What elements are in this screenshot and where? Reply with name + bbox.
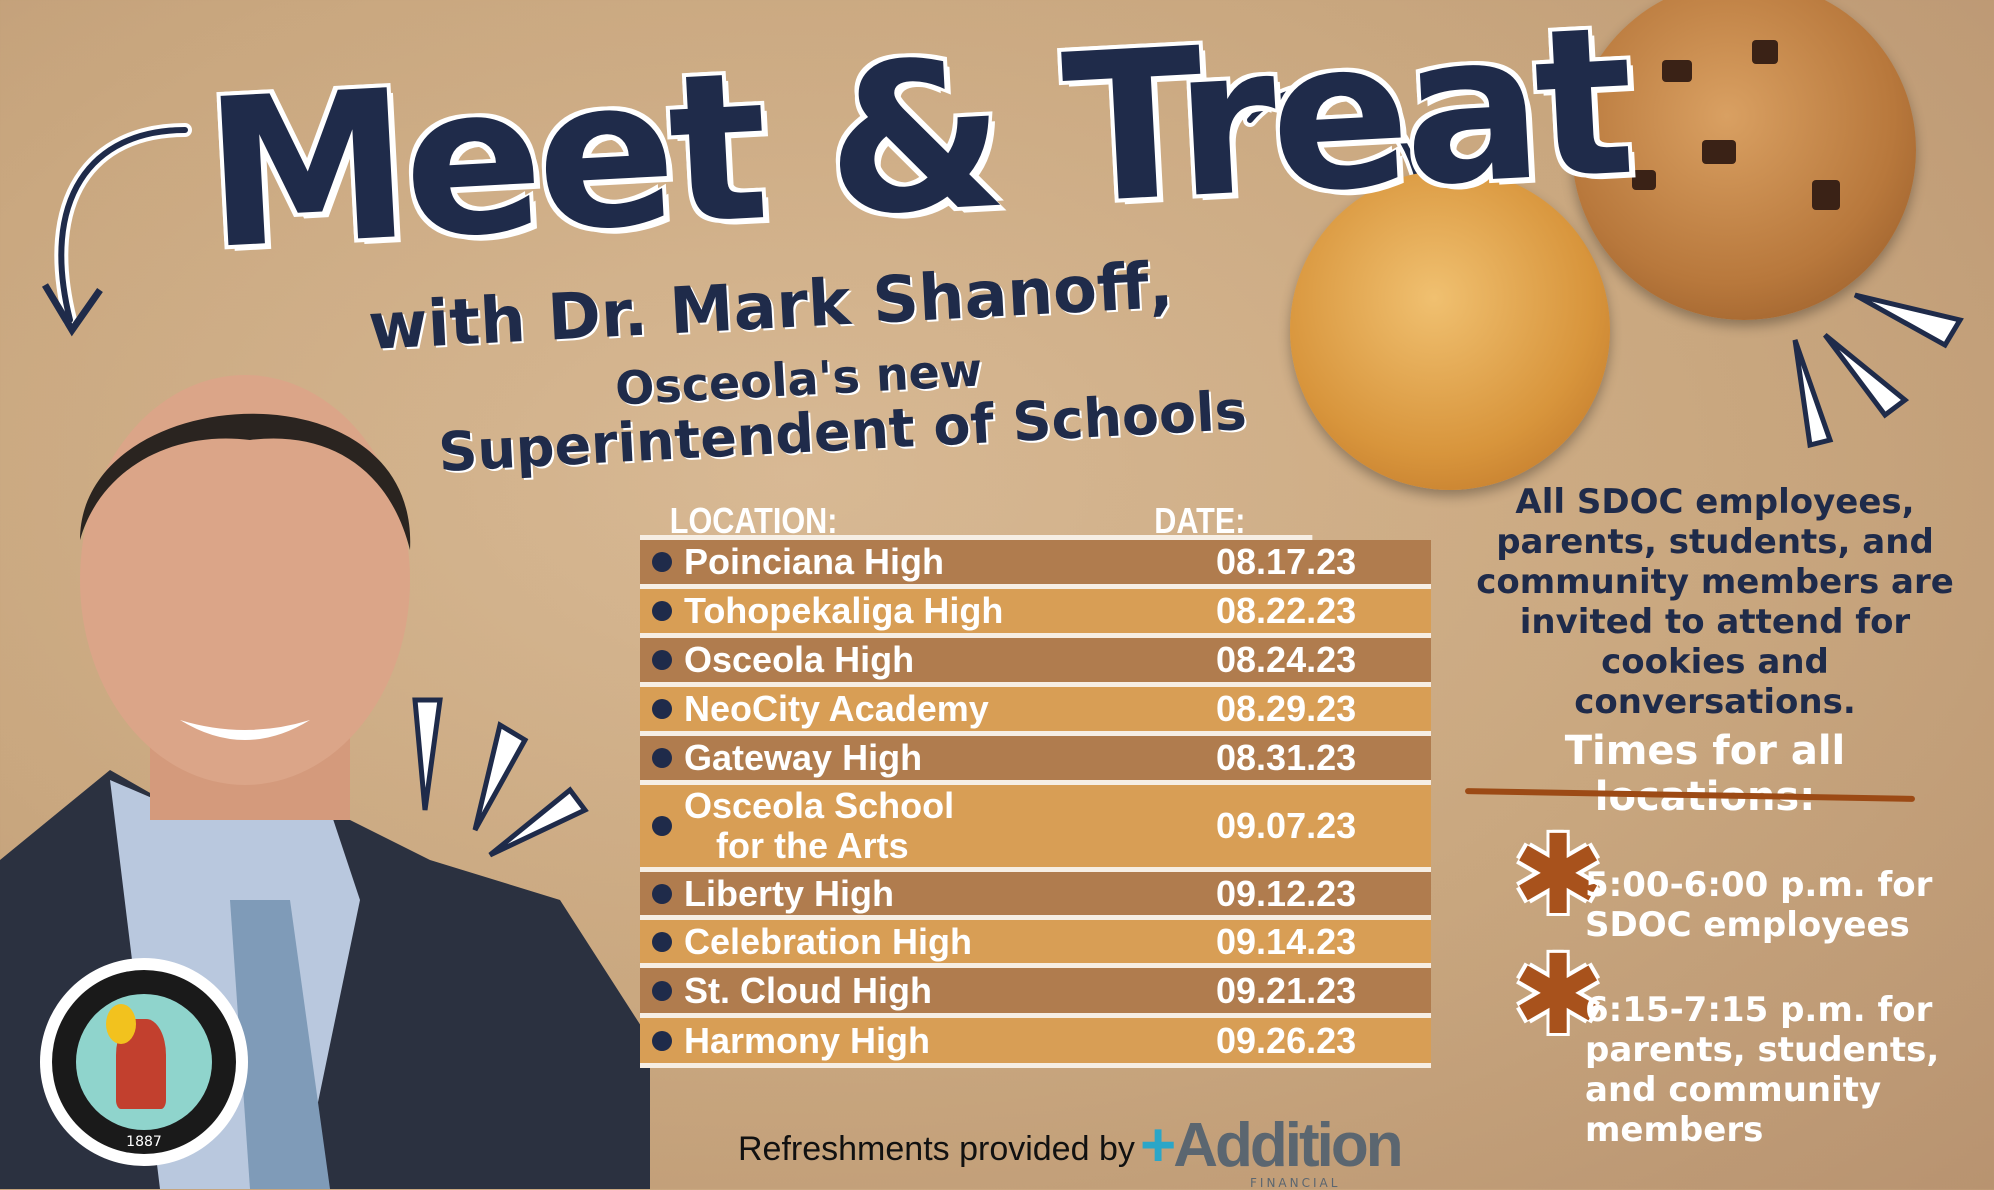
bullet-icon	[652, 601, 672, 621]
bullet-icon	[652, 699, 672, 719]
bullet-icon	[652, 816, 672, 836]
location-cell: NeoCity Academy	[684, 689, 1216, 729]
time-slot-2-line: members	[1585, 1110, 1764, 1150]
location-name: NeoCity Academy	[684, 688, 989, 729]
date-cell: 09.14.23	[1216, 920, 1357, 962]
asterisk-icon: ✱	[1512, 811, 1605, 939]
time-slot-2-line: 6:15-7:15 p.m. for	[1585, 990, 1933, 1030]
date-cell: 08.31.23	[1216, 737, 1357, 778]
location-name: St. Cloud High	[684, 969, 932, 1011]
bullet-icon	[652, 650, 672, 670]
time-slot-2-line: parents, students,	[1585, 1030, 1940, 1070]
table-row: Tohopekaliga High 08.22.23	[640, 589, 1431, 638]
table-header: LOCATION: DATE:	[640, 500, 1313, 541]
location-cell: Osceola School for the Arts	[684, 786, 1216, 866]
table-row: St. Cloud High 09.21.23	[640, 968, 1431, 1018]
date-cell: 09.12.23	[1216, 872, 1357, 914]
table-row: Celebration High 09.14.23	[640, 920, 1431, 968]
date-cell: 08.24.23	[1216, 639, 1357, 680]
location-name: Gateway High	[684, 737, 923, 778]
location-name: Osceola School	[684, 785, 955, 826]
bullet-icon	[652, 1030, 672, 1051]
location-cell: Tohopekaliga High	[684, 591, 1216, 631]
sponsor-subtext: FINANCIAL	[1250, 1176, 1341, 1190]
table-row: Liberty High 09.12.23	[640, 872, 1431, 920]
plus-icon: +	[1140, 1111, 1176, 1180]
seal-year: 1887	[126, 1134, 162, 1150]
date-cell: 09.07.23	[1216, 805, 1357, 846]
school-district-seal: 1887	[40, 958, 248, 1166]
bullet-icon	[652, 980, 672, 1001]
date-cell: 08.17.23	[1216, 541, 1357, 582]
chocolate-chip-cookie-image	[1572, 0, 1916, 320]
date-cell: 09.26.23	[1216, 1019, 1357, 1061]
location-cell: Liberty High	[684, 872, 1216, 914]
sprinkle-cookie-image	[1290, 170, 1610, 490]
location-name: Celebration High	[684, 920, 973, 962]
location-name: Osceola High	[684, 639, 915, 680]
location-cell: St. Cloud High	[684, 969, 1216, 1011]
location-name-line-2: for the Arts	[716, 825, 909, 866]
table-row: Harmony High 09.26.23	[640, 1018, 1431, 1068]
refreshments-text: Refreshments provided by	[738, 1130, 1135, 1168]
table-row: Osceola School for the Arts 09.07.23	[640, 785, 1431, 872]
location-name: Liberty High	[684, 872, 895, 914]
time-slot-2: 6:15-7:15 p.m. for parents, students, an…	[1585, 990, 1939, 1150]
table-row: NeoCity Academy 08.29.23	[640, 687, 1431, 736]
times-heading: Times for all locations:	[1564, 728, 1846, 820]
asterisk-icon: ✱	[1512, 931, 1605, 1059]
table-row: Osceola High 08.24.23	[640, 638, 1431, 687]
location-header: LOCATION:	[669, 500, 838, 541]
date-cell: 08.29.23	[1216, 688, 1357, 729]
bullet-icon	[652, 931, 672, 952]
location-name: Poinciana High	[684, 541, 945, 582]
location-cell: Celebration High	[684, 920, 1216, 962]
sponsor-logo: +Addition	[1140, 1110, 1404, 1181]
schedule-table: LOCATION: DATE: Poinciana High 08.17.23 To…	[640, 500, 1431, 1068]
time-slot-2-line: and community	[1585, 1070, 1882, 1110]
location-name: Tohopekaliga High	[684, 590, 1004, 631]
bullet-icon	[652, 552, 672, 572]
location-name: Harmony High	[684, 1019, 931, 1061]
bullet-icon	[652, 748, 672, 768]
location-cell: Harmony High	[684, 1019, 1216, 1061]
date-cell: 09.21.23	[1216, 969, 1357, 1011]
table-row: Poinciana High 08.17.23	[640, 540, 1431, 589]
time-slot-1: 5:00-6:00 p.m. for SDOC employees	[1585, 865, 1932, 945]
date-cell: 08.22.23	[1216, 590, 1357, 631]
bullet-icon	[652, 883, 672, 904]
location-cell: Osceola High	[684, 640, 1216, 680]
time-slot-1-line: SDOC employees	[1585, 905, 1910, 945]
sponsor-name: Addition	[1173, 1111, 1403, 1180]
location-cell: Gateway High	[684, 738, 1216, 778]
location-cell: Poinciana High	[684, 542, 1216, 582]
time-slot-1-line: 5:00-6:00 p.m. for	[1585, 865, 1933, 905]
table-row: Gateway High 08.31.23	[640, 736, 1431, 785]
date-header: DATE:	[1154, 500, 1246, 541]
invitation-text: All SDOC employees, parents, students, a…	[1476, 482, 1954, 722]
